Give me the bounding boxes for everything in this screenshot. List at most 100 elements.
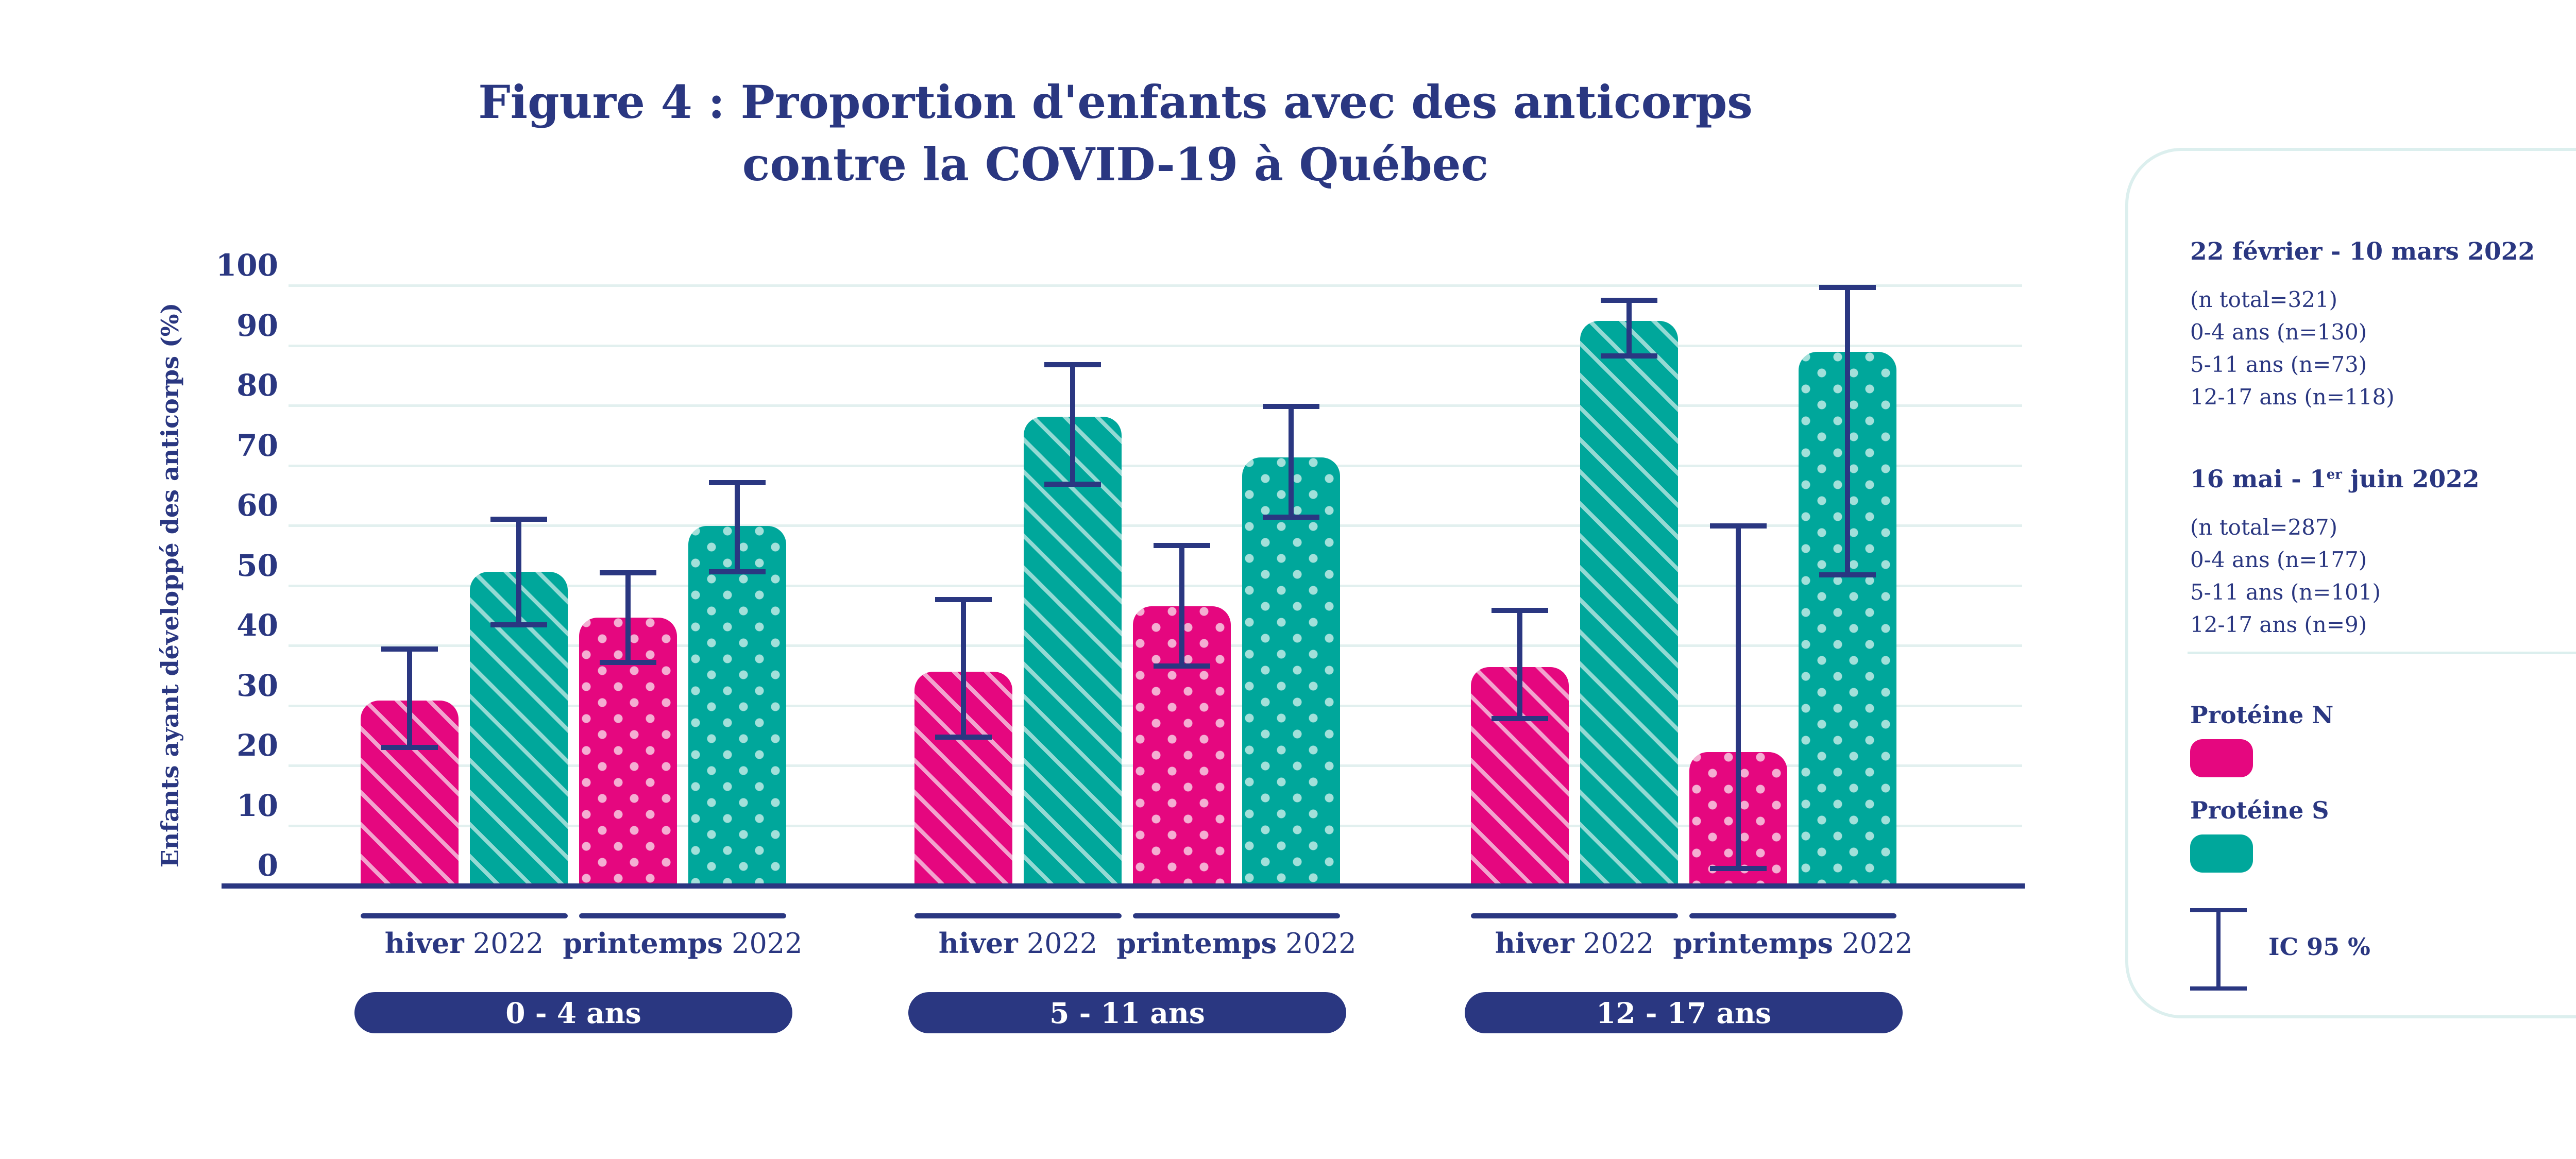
bar-12-17ans-printemps-Protéine-S [1799,352,1896,885]
error-bar-bottom-cap [1601,353,1657,359]
error-bar-bottom-cap [600,659,656,665]
figure-title: Figure 4 : Proportion d'enfants avec des… [0,71,2231,196]
figure-title-line2: contre la COVID-19 à Québec [742,138,1489,192]
gridline-50 [289,584,2022,587]
error-bar-bottom-cap [1819,572,1876,577]
season-rule-hiver-1 [914,913,1122,918]
error-bar-line [625,572,631,662]
season-rule-printemps-1 [1133,913,1340,918]
y-tick-label-60: 60 [236,488,278,523]
period-1-heading: 22 février - 10 mars 2022 [2190,237,2535,266]
y-tick-label-80: 80 [236,368,278,403]
error-bar-bottom-cap [1263,514,1319,520]
y-tick-label-70: 70 [236,428,278,463]
y-tick-label-20: 20 [236,728,278,763]
bar-5-11ans-hiver-Protéine-S [1024,417,1122,885]
period-1-line-12-17: 12-17 ans (n=118) [2190,384,2395,410]
error-bar-top-cap [381,646,438,652]
error-bar-bottom-cap [1044,481,1101,487]
error-bar-line [961,599,966,738]
y-tick-label-50: 50 [236,548,278,583]
legend-panel: 22 février - 10 mars 2022 (n total=321) … [2125,148,2576,1018]
y-tick-label-30: 30 [236,668,278,703]
error-bar-bottom-cap [490,622,547,628]
error-bar-bottom-cap [1710,866,1767,872]
season-rule-printemps-0 [579,913,786,918]
error-bar-bottom-cap [1492,716,1548,722]
period-2-line-5-11: 5-11 ans (n=101) [2190,580,2381,605]
ci-icon-line [2216,908,2221,991]
y-tick-label-0: 0 [257,848,278,883]
season-rule-hiver-0 [361,913,568,918]
y-tick-label-100: 100 [215,248,278,283]
y-tick-label-10: 10 [236,788,278,823]
period-1-line-0-4: 0-4 ans (n=130) [2190,319,2367,345]
bar-0-4ans-printemps-Protéine-S [688,526,786,885]
ci-icon-bottom-cap [2190,986,2247,991]
error-bar-bottom-cap [935,735,992,740]
legend-proteine-n-label: Protéine N [2190,701,2334,729]
bar-0-4ans-printemps-Protéine-N [579,618,677,885]
season-label-printemps-2: printemps 2022 [1673,927,1913,960]
gridline-90 [289,344,2022,347]
gridline-70 [289,464,2022,467]
period-1-line-5-11: 5-11 ans (n=73) [2190,352,2367,377]
error-bar-line [1845,287,1850,575]
error-bar-top-cap [600,570,656,575]
error-bar-top-cap [1154,543,1210,549]
error-bar-line [1736,525,1741,869]
season-rule-printemps-2 [1689,913,1896,918]
error-bar-line [1626,299,1632,356]
bar-12-17ans-hiver-Protéine-S [1580,320,1678,885]
error-bar-line [1289,406,1294,517]
bar-5-11ans-printemps-Protéine-S [1242,457,1340,885]
age-group-pill-5-11ans: 5 - 11 ans [908,992,1346,1033]
period-2-heading: 16 mai - 1er juin 2022 [2190,465,2480,493]
gridline-100 [289,284,2022,287]
error-bar-line [516,519,521,625]
error-bar-line [1070,364,1075,484]
error-bar-top-cap [935,597,992,603]
legend-divider [2188,652,2576,654]
period-2-total: (n total=287) [2190,515,2338,540]
x-axis-line [222,883,2025,889]
error-bar-line [1179,545,1184,666]
season-label-printemps-0: printemps 2022 [563,927,803,960]
legend-proteine-s-swatch [2190,834,2253,873]
error-bar-line [1517,610,1522,719]
error-bar-top-cap [709,480,766,486]
y-tick-label-90: 90 [236,308,278,343]
legend-proteine-s-label: Protéine S [2190,796,2329,824]
confidence-interval-icon [2190,908,2247,991]
season-rule-hiver-2 [1471,913,1678,918]
age-group-pill-12-17ans: 12 - 17 ans [1465,992,1903,1033]
season-label-hiver-0: hiver 2022 [384,927,544,960]
period-2-heading-superscript: er [2326,467,2342,483]
error-bar-bottom-cap [381,745,438,751]
period-1-total: (n total=321) [2190,287,2338,312]
age-group-pill-0-4ans: 0 - 4 ans [354,992,792,1033]
gridline-60 [289,524,2022,527]
error-bar-line [407,648,412,748]
error-bar-top-cap [1263,404,1319,410]
season-label-hiver-1: hiver 2022 [938,927,1098,960]
figure-title-line1: Figure 4 : Proportion d'enfants avec des… [478,75,1753,129]
error-bar-top-cap [1492,608,1548,613]
error-bar-bottom-cap [709,569,766,574]
legend-proteine-n-swatch [2190,739,2253,777]
error-bar-top-cap [1710,523,1767,529]
error-bar-top-cap [1044,362,1101,367]
season-label-hiver-2: hiver 2022 [1495,927,1654,960]
error-bar-line [735,482,740,572]
confidence-interval-label: IC 95 % [2268,933,2370,961]
error-bar-top-cap [490,517,547,522]
error-bar-top-cap [1819,285,1876,291]
period-2-line-12-17: 12-17 ans (n=9) [2190,612,2367,637]
error-bar-top-cap [1601,297,1657,303]
y-tick-label-40: 40 [236,608,278,643]
gridline-80 [289,404,2022,407]
period-2-line-0-4: 0-4 ans (n=177) [2190,547,2367,572]
error-bar-bottom-cap [1154,663,1210,669]
season-label-printemps-1: printemps 2022 [1116,927,1357,960]
